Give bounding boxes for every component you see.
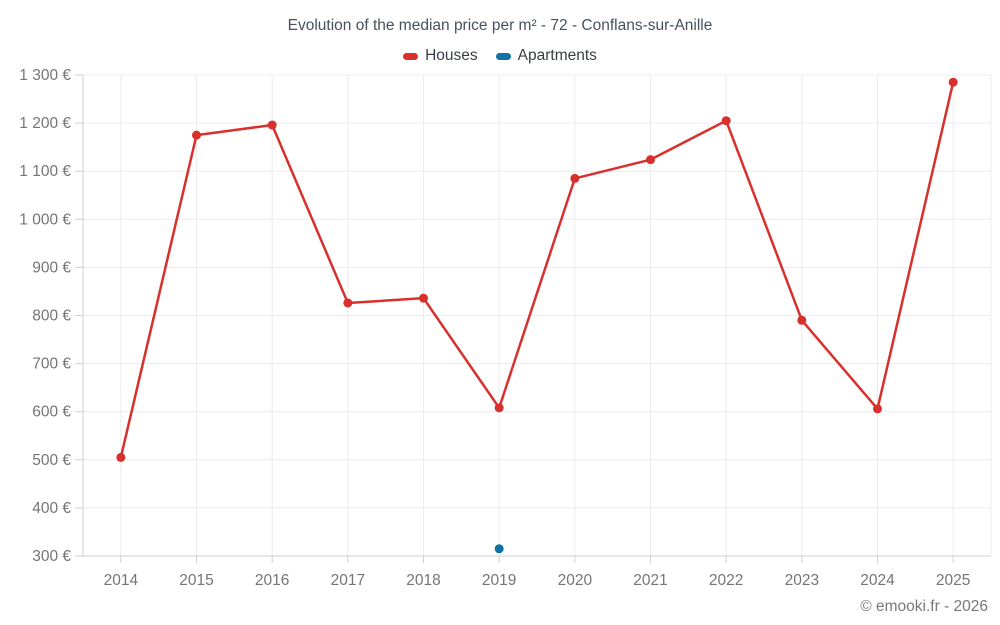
y-tick-label: 600 € — [32, 404, 71, 421]
y-tick-label: 400 € — [32, 500, 71, 517]
x-tick-label: 2022 — [709, 572, 743, 589]
data-point-houses-2025[interactable] — [948, 77, 958, 87]
y-tick-label: 800 € — [32, 308, 71, 325]
x-tick-label: 2018 — [406, 572, 440, 589]
legend-label-houses: Houses — [425, 47, 478, 64]
data-point-houses-2020[interactable] — [570, 173, 580, 183]
x-tick-label: 2015 — [179, 572, 213, 589]
chart-title: Evolution of the median price per m² - 7… — [287, 17, 713, 34]
y-tick-label: 1 100 € — [19, 163, 71, 180]
data-point-houses-2015[interactable] — [192, 130, 201, 140]
x-tick-label: 2019 — [482, 572, 516, 589]
x-tick-label: 2017 — [331, 572, 365, 589]
y-tick-label: 900 € — [32, 259, 71, 276]
apartments-series-swatch — [495, 52, 511, 60]
data-point-houses-2021[interactable] — [646, 155, 655, 165]
y-tick-label: 500 € — [32, 452, 71, 469]
copyright-watermark: © emooki.fr - 2026 — [860, 598, 988, 615]
legend-item-houses[interactable]: Houses — [403, 47, 478, 65]
data-point-houses-2016[interactable] — [267, 120, 277, 130]
x-tick-label: 2016 — [255, 572, 289, 589]
data-point-houses-2018[interactable] — [419, 293, 428, 303]
y-tick-label: 1 000 € — [19, 211, 71, 228]
x-tick-label: 2021 — [633, 572, 667, 589]
x-tick-label: 2020 — [558, 572, 593, 589]
x-tick-label: 2023 — [785, 572, 819, 589]
data-point-houses-2019[interactable] — [494, 403, 504, 413]
series-line-houses — [119, 80, 955, 459]
houses-series-swatch — [403, 52, 419, 60]
x-tick-label: 2014 — [104, 572, 139, 589]
legend-item-apartments[interactable]: Apartments — [495, 47, 597, 65]
x-tick-label: 2024 — [860, 572, 895, 589]
data-point-houses-2024[interactable] — [873, 404, 882, 414]
y-tick-label: 1 200 € — [19, 115, 71, 132]
y-tick-label: 1 300 € — [19, 67, 71, 84]
data-point-apartments-2019[interactable] — [494, 544, 504, 554]
data-point-houses-2017[interactable] — [343, 298, 353, 308]
legend: Houses Apartments — [0, 47, 1000, 65]
legend-label-apartments: Apartments — [517, 47, 597, 64]
x-tick-label: 2025 — [936, 572, 970, 589]
y-tick-label: 300 € — [32, 548, 71, 565]
y-tick-label: 700 € — [32, 356, 71, 373]
data-point-houses-2022[interactable] — [721, 116, 731, 126]
data-point-houses-2014[interactable] — [116, 452, 126, 462]
data-point-houses-2023[interactable] — [797, 315, 807, 325]
